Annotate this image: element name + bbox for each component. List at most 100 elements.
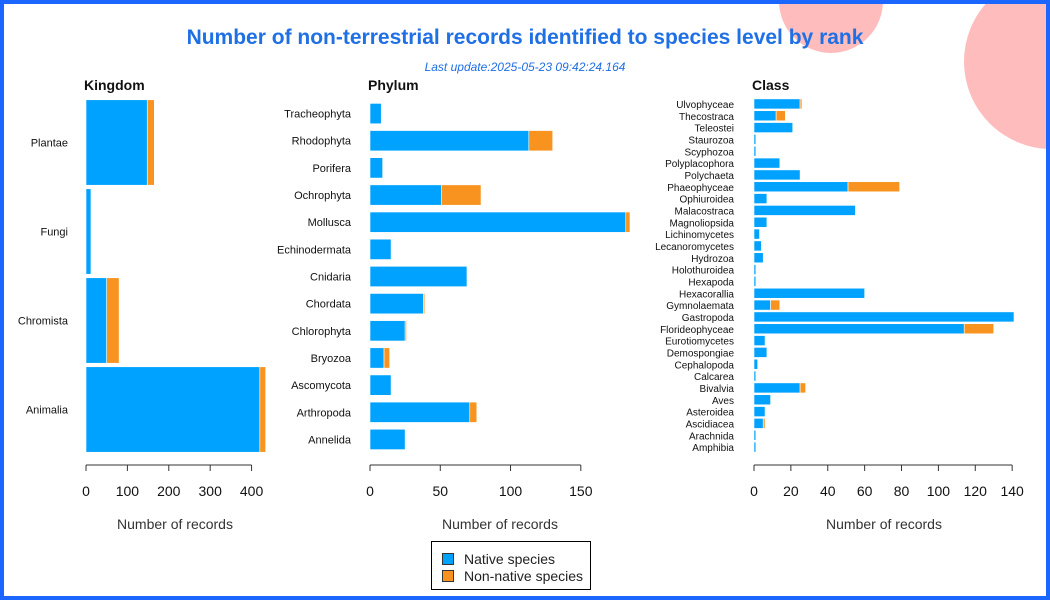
kingdom-x-tick-label: 0 [82,483,90,499]
class-bar-native [753,406,766,417]
class-panel-title: Class [752,77,790,93]
class-bar-native [753,157,781,169]
phylum-category-label: Ochrophyta [294,190,352,202]
phylum-category-label: Chlorophyta [292,326,352,338]
phylum-bar-native [369,428,406,450]
kingdom-bar-native [85,99,148,186]
non-native-swatch [442,570,454,582]
class-bar-native [753,418,764,429]
phylum-bar-native [369,157,383,179]
phylum-bar-non-native [423,293,426,315]
phylum-bar-non-native [625,211,631,233]
class-category-label: Lecanoromycetes [655,242,734,253]
class-x-tick-label: 20 [783,483,799,499]
class-bar-non-native [799,382,806,394]
class-category-label: Bivalvia [700,384,735,395]
phylum-category-label: Porifera [312,163,351,175]
class-category-label: Eurotiomycetes [665,337,734,348]
class-bar-native [753,299,771,311]
class-bar-native [753,382,801,394]
class-bar-native [753,181,849,193]
class-x-tick-label: 120 [964,483,988,499]
class-category-label: Hydrozoa [691,254,734,265]
class-category-label: Ascidiacea [686,419,735,430]
class-category-label: Aves [712,396,734,407]
class-bar-native [753,98,801,110]
class-bar-native [753,228,760,240]
chart-title: Number of non-terrestrial records identi… [186,26,864,49]
phylum-bar-native [369,184,442,206]
class-category-label: Malacostraca [675,206,735,217]
phylum-bar-native [369,374,392,396]
class-bar-non-native [775,110,786,122]
class-bar-native [753,323,965,335]
class-bar-native [753,145,757,157]
class-category-label: Cephalopoda [675,360,735,371]
phylum-bar-native [369,347,385,369]
class-category-label: Hexapoda [688,277,734,288]
class-category-label: Scyphozoa [685,147,735,158]
class-category-label: Holothuroidea [672,266,735,277]
last-update-subtitle: Last update:2025-05-23 09:42:24.164 [424,60,626,74]
class-bar-native [753,193,768,204]
class-category-label: Calcarea [694,372,734,383]
class-category-label: Hexacorallia [679,289,734,300]
class-category-label: Polyplacophora [665,159,734,170]
class-bar-native [753,216,768,228]
class-bar-native [753,240,762,252]
class-category-label: Lichinomycetes [665,230,734,241]
class-bar-non-native [847,181,900,193]
class-x-tick-label: 80 [894,483,910,499]
class-category-label: Florideophyceae [660,325,734,336]
phylum-bar-native [369,401,471,423]
kingdom-x-axis-label: Number of records [117,516,233,532]
kingdom-x-tick-label: 400 [240,483,264,499]
phylum-x-tick-label: 150 [569,483,593,499]
class-bar-native [753,287,865,299]
phylum-bar-non-native [469,401,478,423]
class-bar-native [753,122,794,133]
class-category-label: Demospongiae [667,348,735,359]
native-swatch [442,553,454,565]
class-bar-native [753,347,768,358]
class-category-label: Gastropoda [682,313,735,324]
class-bar-non-native [770,299,781,311]
phylum-category-label: Echinodermata [277,244,352,256]
class-category-label: Amphibia [692,443,734,454]
phylum-category-label: Arthropoda [297,407,352,419]
class-bar-native [753,134,757,145]
phylum-bar-native [369,211,627,233]
class-bar-native [753,276,757,287]
class-bar-native [753,441,757,453]
kingdom-bar-non-native [146,99,155,186]
kingdom-x-tick-label: 200 [157,483,181,499]
class-category-label: Magnoliopsida [670,218,735,229]
kingdom-category-label: Animalia [26,405,69,417]
kingdom-category-label: Fungi [40,227,68,239]
phylum-x-tick-label: 50 [432,483,448,499]
class-bar-native [753,370,757,382]
class-x-tick-label: 100 [927,483,951,499]
phylum-panel-title: Phylum [368,77,419,93]
class-category-label: Ulvophyceae [676,100,734,111]
class-bar-non-native [762,418,766,429]
legend-item-native: Native species [442,551,555,567]
class-x-tick-label: 40 [820,483,836,499]
kingdom-bar-native [85,277,107,364]
phylum-bar-native [369,266,468,287]
legend: Native species Non-native species [431,541,591,590]
phylum-bar-non-native [404,320,407,342]
kingdom-bar-non-native [259,366,266,453]
class-bar-native [753,264,757,275]
phylum-bar-native [369,293,424,315]
class-x-tick-label: 60 [857,483,873,499]
class-bar-native [753,110,777,122]
phylum-bar-non-native [441,184,482,206]
phylum-bar-native [369,130,530,152]
phylum-category-label: Chordata [306,299,352,311]
class-x-axis-label: Number of records [826,516,942,532]
phylum-category-label: Tracheophyta [284,109,352,121]
kingdom-panel-title: Kingdom [84,77,145,93]
kingdom-bar-native [85,366,261,453]
